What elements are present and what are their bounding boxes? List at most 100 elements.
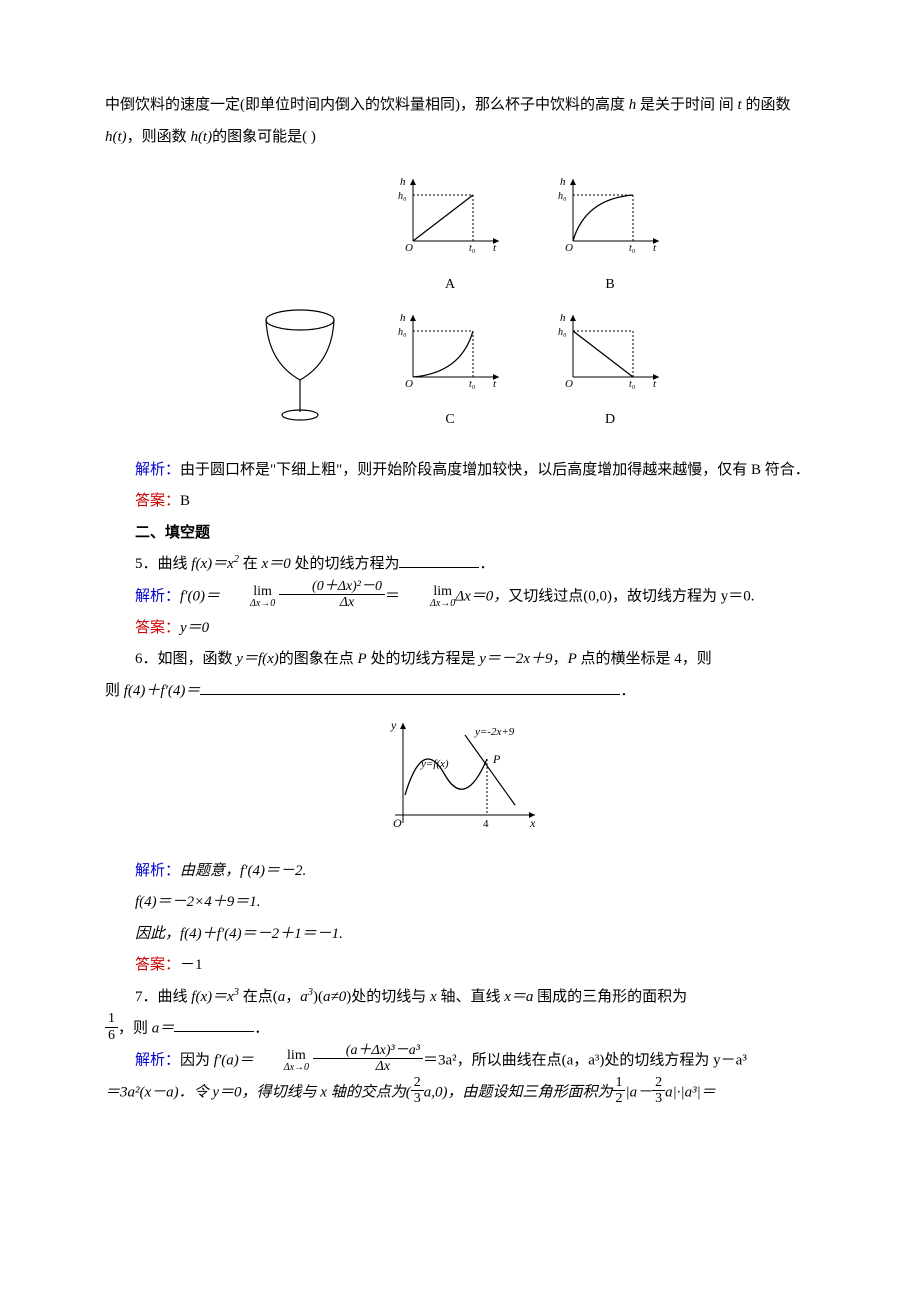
q6-figure: y=-2x+9 y=f(x) P O 4 x y <box>105 715 815 848</box>
q6-then: 则 <box>105 683 124 699</box>
q5a-mid: ＝ <box>385 588 400 604</box>
chart-B-svg: h h₀ O t₀ t <box>555 173 665 253</box>
q7a-abs2: a|·|a³|＝ <box>665 1084 716 1100</box>
blank-7 <box>174 1017 254 1032</box>
q6-period: ． <box>620 683 635 699</box>
option-A: h h₀ O t₀ t A <box>395 173 505 299</box>
q7-comma: ， <box>285 989 300 1005</box>
func-ht: h(t) <box>105 129 127 145</box>
blank-5 <box>399 553 479 568</box>
q5-num: 5． <box>135 556 158 572</box>
q5-c: 处的切线方程为 <box>291 556 400 572</box>
q7a-abs1: |a－ <box>625 1084 652 1100</box>
svg-text:x: x <box>529 816 536 830</box>
frac-1: (0＋Δx)²－0Δx <box>279 579 385 611</box>
answer-label: 答案： <box>135 957 180 973</box>
intro-text: 中倒饮料的速度一定(即单位时间内倒入的饮料量相同)，那么杯子中饮料的高度 h 是… <box>105 90 815 153</box>
section-2-title: 二、填空题 <box>105 518 815 550</box>
svg-text:t₀: t₀ <box>629 243 636 253</box>
q7a-l2mid: a,0)，由题设知三角形面积为 <box>424 1084 613 1100</box>
q6-d: ， <box>553 651 568 667</box>
q7-func: f(x)＝x3 <box>191 989 239 1005</box>
q6-answer-text: －1 <box>180 957 203 973</box>
svg-text:t₀: t₀ <box>469 243 476 253</box>
q5-answer: 答案：y＝0 <box>105 613 815 645</box>
q4-answer-text: B <box>180 493 190 509</box>
svg-text:P: P <box>492 752 501 766</box>
q5-x0: x＝0 <box>262 556 291 572</box>
intro-2a-pre: 间 <box>719 97 738 113</box>
figure-options: h h₀ O t₀ t A <box>105 163 815 445</box>
q5a-tail: 又切线过点(0,0)，故切线方程为 y＝0. <box>508 588 754 604</box>
q7-c: )( <box>313 989 323 1005</box>
cup-svg <box>255 302 345 432</box>
q7-num: 7． <box>135 989 158 1005</box>
q6-expr: f(4)＋f′(4)＝ <box>124 683 201 699</box>
svg-text:h: h <box>560 312 566 324</box>
cup-figure <box>255 302 345 445</box>
chart-A-svg: h h₀ O t₀ t <box>395 173 505 253</box>
intro-2a: 的函数 <box>742 97 791 113</box>
option-C: h h₀ O t₀ t C <box>395 309 505 435</box>
func-ht2: h(t) <box>190 129 212 145</box>
intro-2b: ，则函数 <box>127 129 191 145</box>
q6-answer: 答案：－1 <box>105 950 815 982</box>
q4-answer: 答案：B <box>105 486 815 518</box>
q6a-l1: 由题意，f′(4)＝－2. <box>180 863 306 879</box>
svg-text:h: h <box>560 176 566 188</box>
q6-analysis-l2: f(4)＝－2×4＋9＝1. <box>105 887 815 919</box>
frac-3: (a＋Δx)³－a³Δx <box>313 1043 423 1075</box>
q5-b: 在 <box>239 556 262 572</box>
analysis-label: 解析： <box>135 863 180 879</box>
frac-5: 12 <box>612 1075 625 1107</box>
q7-line2: 16，则 a＝． <box>105 1013 815 1045</box>
q6-c: 处的切线方程是 <box>367 651 480 667</box>
svg-text:h: h <box>400 312 406 324</box>
q7-aeq: a＝ <box>152 1020 175 1036</box>
q7-e: 轴、直线 <box>437 989 505 1005</box>
blank-6 <box>200 680 620 695</box>
q7a-pre: 因为 f′(a)＝ <box>180 1052 254 1068</box>
svg-text:y: y <box>390 718 397 732</box>
q7-b: 在点( <box>239 989 278 1005</box>
q7-d: )处的切线与 <box>346 989 430 1005</box>
svg-text:t: t <box>493 378 497 389</box>
q7-g: ，则 <box>118 1020 152 1036</box>
q6-a: 如图，函数 <box>158 651 237 667</box>
svg-text:h₀: h₀ <box>398 327 407 338</box>
svg-text:t₀: t₀ <box>469 379 476 389</box>
svg-text:y=-2x+9: y=-2x+9 <box>474 726 515 738</box>
q4-analysis: 解析：由于圆口杯是"下细上粗"，则开始阶段高度增加较快，以后高度增加得越来越慢，… <box>105 455 815 487</box>
svg-text:t₀: t₀ <box>629 379 636 389</box>
analysis-label: 解析： <box>135 588 180 604</box>
q5a-after: Δx＝0， <box>455 588 508 604</box>
q6-analysis-l3: 因此，f(4)＋f′(4)＝－2＋1＝－1. <box>105 919 815 951</box>
q6-b: 的图象在点 <box>279 651 358 667</box>
intro-1a: 中倒饮料的速度一定(即单位时间内倒入的饮料量相同)，那么杯子中饮料的高度 <box>105 97 629 113</box>
q7-xa: x＝a <box>504 989 533 1005</box>
q7-a3: a3 <box>300 989 313 1005</box>
q6-analysis-l1: 解析：由题意，f′(4)＝－2. <box>105 856 815 888</box>
q5-func: f(x)＝x2 <box>191 556 239 572</box>
label-B: B <box>555 270 665 299</box>
q6-P: P <box>358 651 367 667</box>
frac-4: 23 <box>411 1075 424 1107</box>
svg-text:t: t <box>653 378 657 389</box>
q6-num: 6． <box>135 651 158 667</box>
svg-text:O: O <box>565 378 573 389</box>
q4-analysis-text: 由于圆口杯是"下细上粗"，则开始阶段高度增加较快，以后高度增加得越来越慢，仅有 … <box>180 462 810 478</box>
chart-C-svg: h h₀ O t₀ t <box>395 309 505 389</box>
q7-x: x <box>430 989 437 1005</box>
svg-text:O: O <box>405 242 413 253</box>
lim-2: limΔx→0 <box>400 585 455 609</box>
svg-text:O: O <box>565 242 573 253</box>
lim-1: limΔx→0 <box>220 585 275 609</box>
intro-1b: 是关于时间 <box>636 97 719 113</box>
q7a-mid: ＝3a²，所以曲线在点(a，a³)处的切线方程为 y－a³ <box>423 1052 747 1068</box>
svg-text:t: t <box>653 242 657 253</box>
q7-analysis-l1: 解析：因为 f′(a)＝limΔx→0 (a＋Δx)³－a³Δx＝3a²，所以曲… <box>105 1045 815 1077</box>
q7: 7．曲线 f(x)＝x3 在点(a，a3)(a≠0)处的切线与 x 轴、直线 x… <box>105 982 815 1014</box>
svg-text:O: O <box>405 378 413 389</box>
svg-text:y=f(x): y=f(x) <box>420 758 449 770</box>
svg-text:h₀: h₀ <box>558 327 567 338</box>
